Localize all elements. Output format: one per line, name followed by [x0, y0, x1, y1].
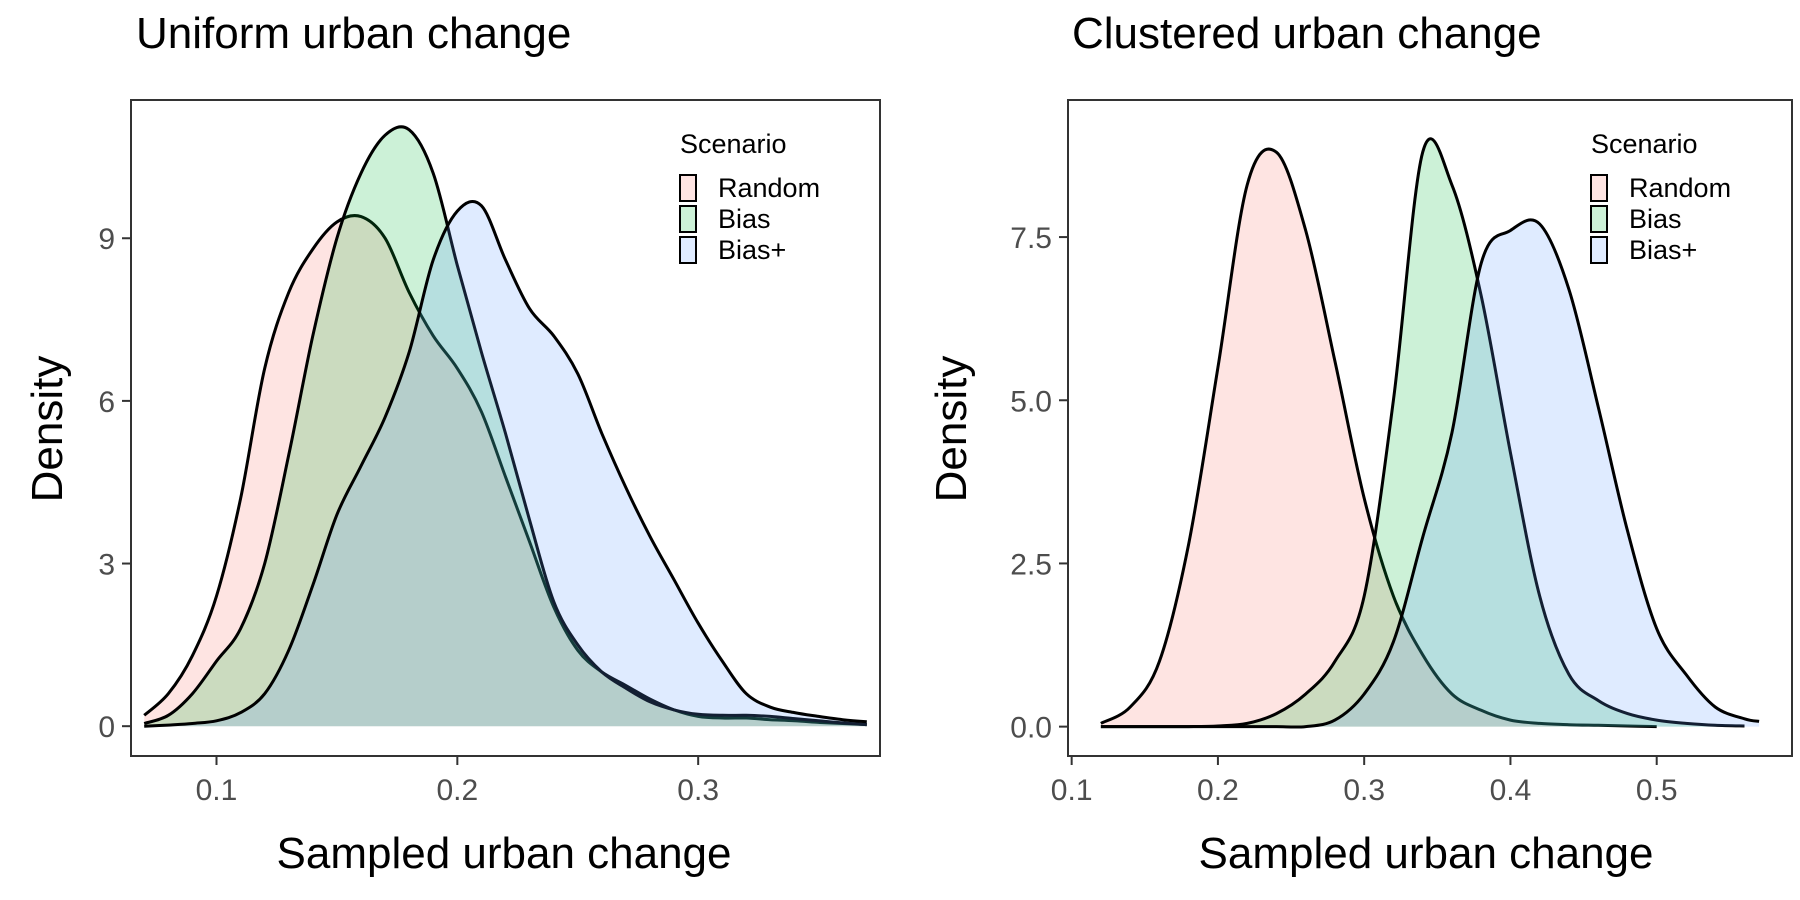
legend-key-random: [1590, 174, 1608, 202]
legend-key-random: [679, 174, 697, 202]
panel-clustered: Clustered urban change Density Sampled u…: [927, 9, 1793, 878]
legend-label: Bias+: [718, 235, 786, 265]
density-fill-random: [144, 215, 867, 727]
panel-title: Clustered urban change: [1072, 9, 1542, 58]
legend-key-bias: [1590, 205, 1608, 233]
density-line-random: [1100, 147, 1657, 729]
x-tick-label: 0.1: [1051, 774, 1093, 807]
y-tick-label: 0.0: [1010, 712, 1052, 745]
y-tick-label: 9: [98, 223, 115, 256]
y-tick-label: 3: [98, 549, 115, 582]
x-tick-label: 0.1: [196, 774, 238, 807]
legend-label: Bias: [1629, 204, 1682, 234]
legend-label: Random: [718, 173, 820, 203]
x-tick-label: 0.2: [1197, 774, 1239, 807]
panel-title: Uniform urban change: [136, 9, 571, 58]
legend-label: Bias+: [1629, 235, 1697, 265]
y-tick-label: 6: [98, 386, 115, 419]
y-tick-label: 7.5: [1010, 222, 1052, 255]
y-tick-label: 5.0: [1010, 385, 1052, 418]
axes: 0.1 0.2 0.3 0.4 0.5 0.0 2.5 5.0 7.5: [1010, 99, 1793, 807]
x-tick-label: 0.2: [436, 774, 478, 807]
axes: 0.1 0.2 0.3 0 3 6 9: [98, 99, 881, 807]
density-line-random: [143, 214, 867, 727]
legend-title: Scenario: [1591, 129, 1698, 159]
density-fill-bias: [144, 126, 867, 727]
density-fill-bias-plus: [144, 201, 867, 727]
y-axis-title: Density: [23, 356, 72, 503]
density-areas: [1100, 137, 1760, 729]
density-fill-bias-plus: [1100, 219, 1760, 728]
legend-key-bias: [679, 205, 697, 233]
legend-label: Bias: [718, 204, 771, 234]
density-areas: [143, 125, 867, 728]
panel-border: [130, 99, 881, 757]
legend-label: Random: [1629, 173, 1731, 203]
x-tick-label: 0.4: [1490, 774, 1532, 807]
x-tick-label: 0.3: [677, 774, 719, 807]
density-line-bias-plus: [144, 199, 867, 728]
density-fill-bias: [1100, 138, 1745, 727]
density-line-bias: [143, 125, 867, 727]
legend-key-bias-plus: [1590, 236, 1608, 264]
x-tick-label: 0.5: [1636, 774, 1678, 807]
panel-border: [1067, 99, 1793, 757]
x-tick-label: 0.3: [1343, 774, 1385, 807]
x-axis-title: Sampled urban change: [277, 829, 732, 878]
panel-uniform: Uniform urban change Density Sampled urb…: [23, 9, 881, 878]
y-tick-label: 2.5: [1010, 548, 1052, 581]
legend-key-bias-plus: [679, 236, 697, 264]
density-fill-random: [1100, 149, 1657, 727]
legend-title: Scenario: [680, 129, 787, 159]
density-line-bias-plus: [1100, 218, 1760, 729]
x-axis-title: Sampled urban change: [1199, 829, 1654, 878]
y-tick-label: 0: [98, 711, 115, 744]
y-axis-title: Density: [927, 356, 976, 503]
